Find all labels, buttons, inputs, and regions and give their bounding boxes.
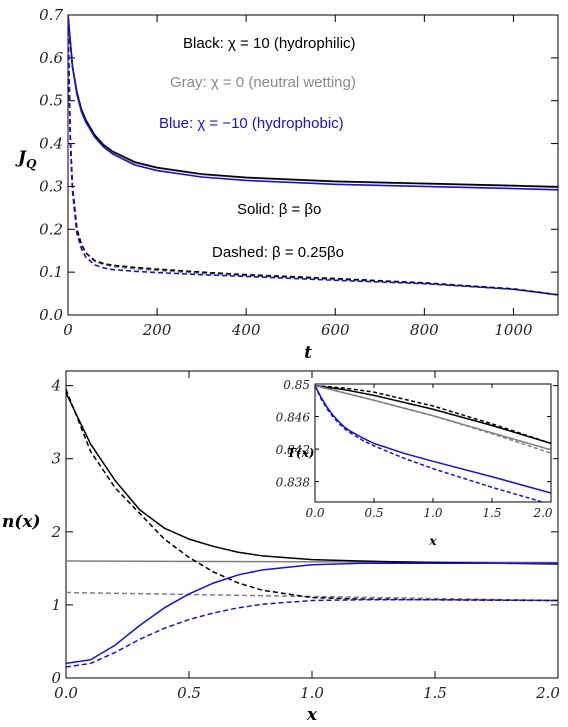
x-tick-label: 0 [63, 321, 73, 339]
series-line-2 [68, 15, 558, 191]
series-line-0 [315, 384, 551, 445]
y-tick-label: 0.4 [39, 135, 63, 153]
flux-axis-ticks: 0 200 400 600 800 1000 0.0 0.1 0.2 0.3 0.4 0.5 0.6 0.… [39, 6, 558, 339]
annotation-blue: Blue: χ = −10 (hydrophobic) [159, 115, 344, 132]
series-line-0 [66, 560, 558, 564]
y-tick-label: 4 [50, 377, 61, 395]
annotation-gray: Gray: χ = 0 (neutral wetting) [170, 74, 356, 91]
x-tick-label: 2.0 [532, 506, 552, 520]
density-x-axis-label: x [306, 705, 318, 725]
y-tick-label: 0.6 [39, 49, 63, 67]
y-tick-label: 0.3 [39, 177, 63, 195]
y-tick-label: 1 [51, 596, 61, 614]
inset-background [285, 380, 553, 520]
y-tick-label: 0.0 [39, 306, 63, 324]
x-tick-label: 400 [231, 321, 261, 339]
series-line-4 [315, 385, 551, 494]
flux-y-axis-label: JQ [15, 148, 37, 171]
x-tick-label: 1.5 [482, 506, 501, 520]
y-tick-label: 0.85 [283, 378, 310, 392]
x-tick-label: 2.0 [535, 684, 560, 702]
x-tick-label: 600 [321, 321, 350, 339]
annotation-black: Black: χ = 10 (hydrophilic) [183, 35, 356, 52]
y-tick-label: 0.838 [276, 476, 311, 490]
flux-plot-frame [67, 14, 559, 316]
x-tick-label: 0.5 [364, 506, 383, 520]
series-line-5 [66, 599, 558, 668]
y-tick-label: 0.842 [276, 443, 310, 457]
x-tick-label: 0.0 [54, 684, 78, 702]
y-tick-label: 0.7 [39, 6, 63, 24]
series-line-3 [315, 384, 551, 454]
inset-y-axis-label: T(x) [287, 446, 314, 460]
density-axis-ticks: 0.0 0.5 1.0 1.5 2.0 0 1 2 3 4 [50, 371, 560, 702]
series-line-2 [66, 392, 558, 565]
series-line-5 [315, 385, 546, 502]
series-line-1 [66, 591, 558, 602]
flux-chart: 0 200 400 600 800 1000 0.0 0.1 0.2 0.3 0.4 0.5 0.6 0.… [15, 6, 559, 363]
annotation-dashed: Dashed: β = 0.25βo [212, 244, 344, 261]
series-line-1 [315, 384, 551, 445]
density-series [66, 388, 558, 668]
flux-series [68, 15, 558, 296]
x-tick-label: 1.5 [423, 684, 447, 702]
x-tick-label: 200 [142, 321, 172, 339]
y-tick-label: 3 [51, 450, 61, 468]
y-tick-label: 2 [50, 523, 61, 541]
x-tick-label: 1.0 [300, 684, 324, 702]
inset-axis-ticks: 0.0 0.5 1.0 1.5 2.0 0.838 0.842 0.846 0.85 [276, 378, 553, 520]
x-tick-label: 0.0 [305, 506, 324, 520]
series-line-4 [66, 562, 558, 665]
series-line-5 [68, 15, 558, 296]
y-tick-label: 0 [51, 669, 61, 687]
y-tick-label: 0.2 [39, 220, 63, 238]
y-tick-label: 0.5 [39, 92, 63, 110]
annotation-solid: Solid: β = βo [237, 201, 321, 218]
density-y-axis-label: n(x) [2, 512, 41, 532]
density-chart: 0.0 0.5 1.0 1.5 2.0 0 1 2 3 4 n(x) x 0.0 0.5 1.0 1.5… [2, 370, 560, 725]
x-tick-label: 1.0 [423, 506, 442, 520]
y-tick-label: 0.1 [39, 263, 63, 281]
x-tick-label: 1000 [494, 321, 533, 339]
flux-x-axis-label: t [304, 343, 312, 363]
inset-x-axis-label: x [428, 534, 437, 548]
x-tick-label: 0.5 [177, 684, 201, 702]
inset-series [315, 384, 551, 502]
y-tick-label: 0.846 [276, 411, 311, 425]
x-tick-label: 800 [410, 321, 439, 339]
